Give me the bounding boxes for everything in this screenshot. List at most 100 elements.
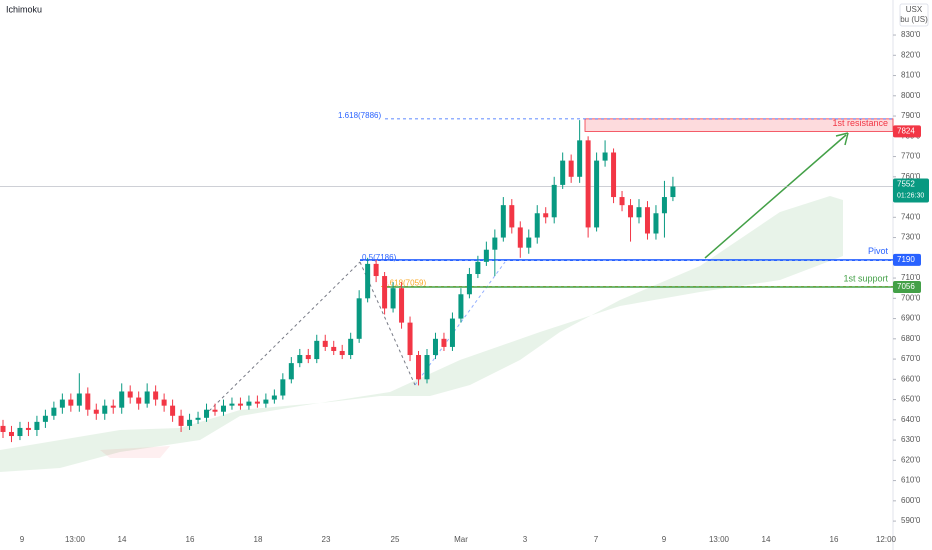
candle-body <box>390 288 396 309</box>
candle-body <box>8 431 14 437</box>
y-tick-label: 630'0 <box>901 435 921 444</box>
candle-body <box>119 391 125 408</box>
candle-body <box>136 397 142 404</box>
x-tick-label: 12:00 <box>876 535 897 544</box>
y-tick-label: 660'0 <box>901 374 921 383</box>
candle-body <box>475 261 481 275</box>
y-tick-label: 670'0 <box>901 354 921 363</box>
candle-body <box>432 338 438 356</box>
x-tick-label: 23 <box>322 535 331 544</box>
x-tick-label: 14 <box>118 535 127 544</box>
candle-body <box>373 263 379 277</box>
candle-body <box>68 399 74 406</box>
candle-body <box>254 401 260 404</box>
y-tick-label: 710'0 <box>901 273 921 282</box>
candle-body <box>322 340 328 347</box>
y-tick-label: 600'0 <box>901 496 921 505</box>
y-tick-label: 610'0 <box>901 476 921 485</box>
x-tick-label: 13:00 <box>65 535 86 544</box>
candle-body <box>568 160 574 177</box>
candle-body <box>517 227 523 248</box>
candle-body <box>305 355 311 360</box>
candle-body <box>594 160 600 228</box>
candle-body <box>127 391 133 398</box>
ichimoku-cloud <box>0 196 843 472</box>
candle-body <box>271 395 277 400</box>
candle-body <box>356 298 362 339</box>
candle-body <box>144 391 150 404</box>
candle-body <box>653 213 659 234</box>
candle-body <box>25 427 31 430</box>
currency: USX <box>906 5 923 14</box>
candle-body <box>661 197 667 214</box>
candle-body <box>187 419 193 426</box>
price-tag <box>893 253 921 266</box>
y-tick-label: 700'0 <box>901 293 921 302</box>
y-tick-label: 810'0 <box>901 71 921 80</box>
candle-body <box>458 294 464 319</box>
candle-body <box>382 276 388 309</box>
candle-body <box>314 340 320 360</box>
y-tick-label: 590'0 <box>901 516 921 525</box>
candle-body <box>628 205 634 218</box>
candle-body <box>560 160 566 185</box>
y-tick-label: 740'0 <box>901 212 921 221</box>
x-tick-label: 16 <box>186 535 195 544</box>
candle-body <box>619 197 625 206</box>
y-tick-label: 790'0 <box>901 111 921 120</box>
candle-body <box>297 355 303 364</box>
level-name: 1st resistance <box>832 118 888 128</box>
x-tick-label: 25 <box>391 535 400 544</box>
candle-body <box>59 399 65 408</box>
fib-swing <box>414 261 506 386</box>
candle-body <box>543 213 549 218</box>
candle-body <box>85 393 91 410</box>
price-tag <box>893 280 921 293</box>
x-tick-label: 9 <box>662 535 667 544</box>
candle-body <box>534 213 540 238</box>
y-tick-label: 680'0 <box>901 334 921 343</box>
candle-body <box>577 140 583 177</box>
x-tick-label: 7 <box>594 535 599 544</box>
last-price-tag <box>893 178 929 203</box>
level-name: Pivot <box>868 246 889 256</box>
candle-body <box>288 363 294 380</box>
currency-box <box>899 3 929 27</box>
candle-body <box>178 415 184 426</box>
candle-body <box>509 205 515 228</box>
y-tick-label: 650'0 <box>901 395 921 404</box>
candle-body <box>237 403 243 406</box>
y-tick-label: 820'0 <box>901 50 921 59</box>
candle-body <box>399 288 405 323</box>
y-tick-label: 620'0 <box>901 455 921 464</box>
candle-body <box>153 391 159 400</box>
candle-body <box>229 403 235 406</box>
candle-body <box>492 237 498 250</box>
forecast-arrow-head <box>835 132 849 146</box>
candle-body <box>441 338 447 347</box>
x-tick-label: 13:00 <box>709 535 730 544</box>
y-tick-label: 690'0 <box>901 314 921 323</box>
x-tick-label: 9 <box>20 535 25 544</box>
indicator-title: Ichimoku <box>6 4 42 14</box>
candle-body <box>526 237 532 248</box>
fib-swing <box>204 261 361 416</box>
candle-body <box>602 152 608 161</box>
fib-label: 0.5(7186) <box>362 253 397 262</box>
x-tick-label: 18 <box>254 535 263 544</box>
candle-body <box>204 409 210 418</box>
candle-body <box>407 322 413 356</box>
candle-body <box>102 405 108 414</box>
countdown: 01:26:30 <box>897 192 924 199</box>
last-price-label: 7552 <box>897 180 915 189</box>
candle-body <box>551 184 557 218</box>
candle-body <box>93 409 99 414</box>
unit: bu (US) <box>900 15 928 24</box>
candle-body <box>51 407 57 416</box>
candle-body <box>670 186 676 198</box>
fib-label: 0.618(7059) <box>383 278 426 287</box>
forecast-arrow <box>704 134 847 259</box>
candle-body <box>0 425 6 432</box>
candle-body <box>17 427 23 437</box>
